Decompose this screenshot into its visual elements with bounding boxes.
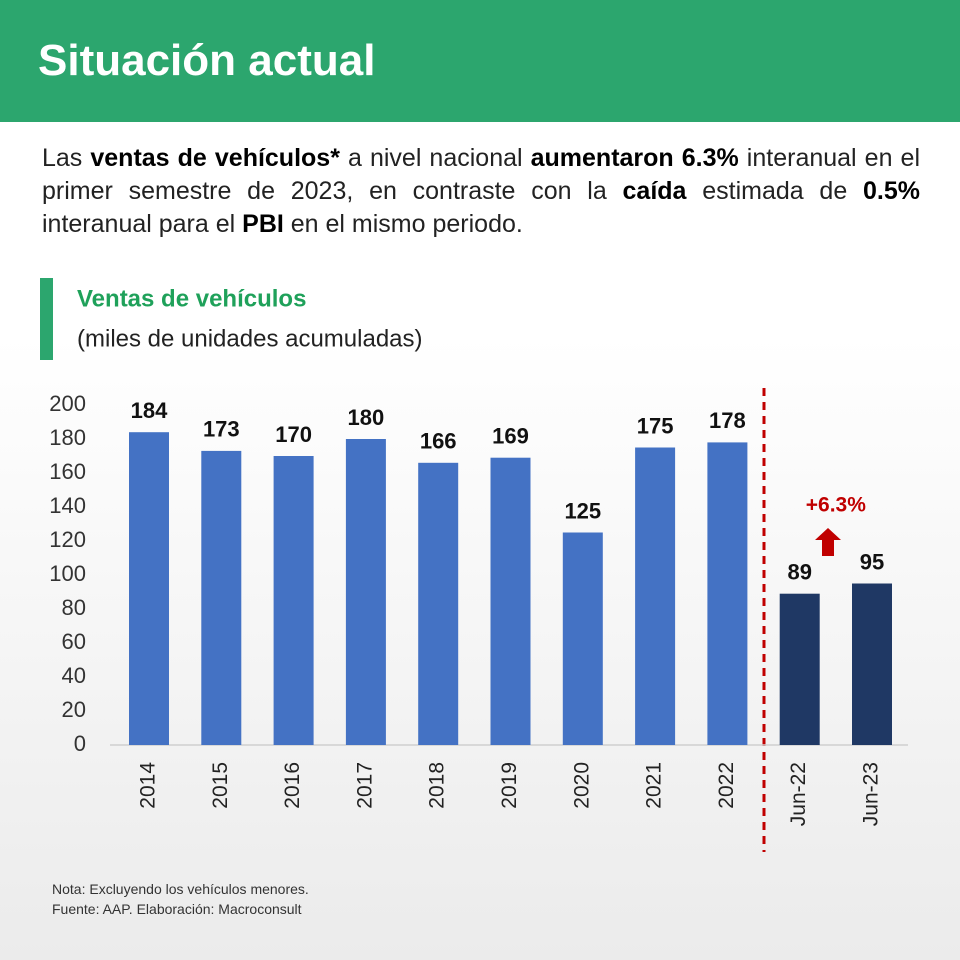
header: Situación actual — [0, 0, 960, 122]
value-label: 125 — [564, 498, 601, 523]
page-title: Situación actual — [38, 36, 376, 85]
bar — [129, 432, 169, 745]
x-tick-label: 2014 — [137, 762, 160, 809]
y-tick-label: 160 — [49, 459, 86, 484]
value-label: 166 — [420, 429, 457, 454]
x-tick-label: 2022 — [715, 762, 738, 809]
y-tick-label: 20 — [62, 697, 86, 722]
y-tick-label: 100 — [49, 561, 86, 586]
bar — [418, 462, 459, 745]
intro-text: Las ventas de vehículos* a nivel naciona… — [42, 142, 920, 241]
x-tick-label: 2016 — [281, 762, 304, 809]
intro-segment: a nivel nacional — [339, 144, 531, 172]
value-label: 169 — [492, 424, 529, 449]
bar — [852, 583, 892, 745]
x-tick-label: 2015 — [209, 762, 232, 809]
intro-highlight: 0.5% — [863, 177, 920, 205]
intro-highlight: caída — [622, 177, 687, 205]
value-label: 178 — [709, 408, 746, 433]
bar — [779, 593, 820, 745]
y-tick-label: 40 — [62, 663, 86, 688]
value-label: 170 — [275, 422, 312, 447]
bar — [273, 456, 314, 745]
chart-title: Ventas de vehículos — [77, 285, 306, 312]
y-tick-label: 200 — [49, 391, 86, 416]
intro-highlight: PBI — [242, 210, 284, 238]
y-tick-label: 120 — [49, 527, 86, 552]
bar — [562, 532, 603, 745]
intro-segment: Las — [42, 144, 91, 172]
bar — [345, 439, 386, 745]
x-tick-label: 2017 — [353, 762, 376, 809]
x-tick-label: 2019 — [498, 762, 521, 809]
y-tick-label: 140 — [49, 493, 86, 518]
annotation: +6.3% — [806, 494, 866, 517]
x-tick-label: Jun-23 — [860, 762, 883, 826]
bar — [490, 457, 531, 745]
y-tick-label: 60 — [62, 629, 86, 654]
x-tick-label: 2020 — [570, 762, 593, 809]
y-tick-label: 80 — [62, 595, 86, 620]
chart-subtitle: (miles de unidades acumuladas) — [77, 325, 423, 352]
x-tick-label: 2018 — [426, 762, 449, 809]
note: Nota: Excluyendo los vehículos menores. — [52, 881, 309, 897]
intro-segment: estimada de — [686, 177, 864, 205]
bar — [707, 442, 748, 745]
title-accent — [40, 278, 53, 360]
intro-segment: en el mismo periodo. — [283, 210, 523, 238]
intro-highlight: ventas de vehículos* — [90, 144, 340, 172]
bar — [635, 447, 676, 745]
value-label: 180 — [348, 405, 385, 430]
bar — [201, 450, 242, 745]
increase-arrow — [815, 528, 841, 556]
intro-highlight: aumentaron 6.3% — [530, 144, 739, 172]
value-label: 173 — [203, 417, 240, 442]
x-tick-label: Jun-22 — [787, 762, 810, 826]
source: Fuente: AAP. Elaboración: Macroconsult — [52, 901, 302, 917]
x-tick-label: 2021 — [643, 762, 666, 809]
value-label: 175 — [637, 413, 674, 438]
value-label: 184 — [131, 398, 168, 423]
intro-segment: interanual para el — [42, 210, 243, 238]
intro-segment: interanual en el primer semestre de 2023… — [42, 144, 920, 205]
value-label: 89 — [787, 560, 811, 585]
value-label: 95 — [860, 549, 884, 574]
y-tick-label: 0 — [74, 731, 86, 756]
y-tick-label: 180 — [49, 425, 86, 450]
